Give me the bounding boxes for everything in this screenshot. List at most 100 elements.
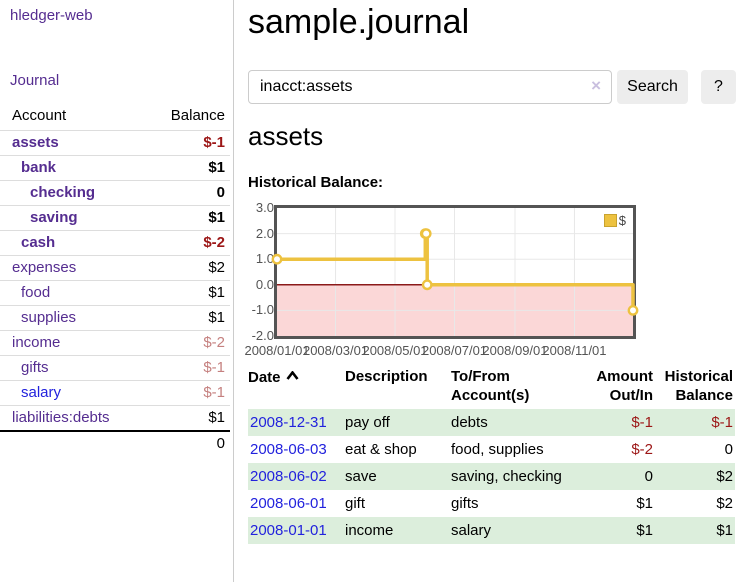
account-row: saving $1 [0, 205, 230, 231]
register-row: 2008-01-01 income salary $1 $1 [248, 517, 735, 544]
account-link-cash[interactable]: cash [21, 234, 56, 251]
transaction-balance: 0 [724, 441, 733, 458]
account-balance: $-1 [141, 355, 230, 381]
x-tick-label: 2008/07/01 [421, 343, 488, 358]
account-row: liabilities:debts $1 [0, 405, 230, 431]
account-link-bank[interactable]: bank [21, 159, 57, 176]
register-header-date-label: Date [248, 369, 281, 386]
transaction-accounts: debts [451, 409, 578, 436]
transaction-date-link[interactable]: 2008-06-02 [250, 468, 327, 485]
transaction-description: pay off [345, 409, 451, 436]
account-link-salary[interactable]: salary [21, 384, 62, 401]
accounts-total-row: 0 [0, 430, 230, 456]
accounts-header-account: Account [12, 107, 67, 124]
accounts-table: Account Balance assets $-1 bank $1 checking 0… [0, 103, 230, 456]
help-button[interactable]: ? [701, 70, 736, 104]
register-table: Date Description To/From Account(s) Amou… [248, 365, 735, 544]
transaction-description: income [345, 517, 451, 544]
account-row: gifts $-1 [0, 355, 230, 381]
y-tick-label: 0.0 [255, 276, 274, 292]
register-row: 2008-06-01 gift gifts $1 $2 [248, 490, 735, 517]
account-link-checking[interactable]: checking [30, 184, 96, 201]
transaction-accounts: saving, checking [451, 463, 578, 490]
register-row: 2008-06-02 save saving, checking 0 $2 [248, 463, 735, 490]
x-tick-label: 2008/01/01 [244, 343, 310, 358]
y-tick-label: -1.0 [251, 302, 274, 318]
account-row: salary $-1 [0, 380, 230, 406]
account-balance: 0 [141, 180, 230, 206]
account-balance: $1 [141, 205, 230, 231]
account-row: income $-2 [0, 330, 230, 356]
chart-y-axis-labels: 3.0 2.0 1.0 0.0 -1.0 -2.0 [248, 200, 274, 350]
app-title-link[interactable]: hledger-web [10, 7, 93, 24]
main-content: sample.journal × Search ? assets Histori… [244, 0, 738, 582]
account-balance: $-2 [141, 330, 230, 356]
accounts-total-spacer [0, 430, 142, 456]
chart-title: Historical Balance: [248, 174, 384, 191]
register-header-amount: Amount Out/In [596, 368, 653, 404]
account-link-saving[interactable]: saving [30, 209, 78, 226]
chart-plot[interactable]: $ [271, 205, 639, 339]
account-link-liabilities-debts[interactable]: liabilities:debts [12, 409, 110, 426]
account-link-gifts[interactable]: gifts [21, 359, 49, 376]
account-row: supplies $1 [0, 305, 230, 331]
account-link-expenses[interactable]: expenses [12, 259, 77, 276]
register-header-description: Description [345, 368, 428, 385]
register-header-row: Date Description To/From Account(s) Amou… [248, 365, 735, 409]
account-row: checking 0 [0, 180, 230, 206]
account-link-income[interactable]: income [12, 334, 61, 351]
transaction-accounts: salary [451, 517, 578, 544]
transaction-date-link[interactable]: 2008-12-31 [250, 414, 327, 431]
account-link-assets[interactable]: assets [12, 134, 59, 151]
sidebar: hledger-web Journal Account Balance asse… [0, 0, 234, 582]
account-row: food $1 [0, 280, 230, 306]
y-tick-label: 2.0 [255, 225, 274, 241]
account-balance: $2 [141, 255, 230, 281]
transaction-balance: $2 [716, 495, 733, 512]
clear-search-icon[interactable]: × [591, 76, 601, 95]
y-tick-label: -2.0 [251, 328, 274, 343]
account-balance: $-1 [141, 380, 230, 406]
account-balance: $1 [141, 405, 230, 431]
account-row: bank $1 [0, 155, 230, 181]
account-balance: $-2 [141, 230, 230, 256]
account-balance: $1 [141, 305, 230, 331]
transaction-date-link[interactable]: 2008-06-01 [250, 495, 327, 512]
chart-plot-svg [271, 208, 639, 336]
x-tick-label: 2008/11/01 [542, 343, 607, 358]
legend-swatch-icon [603, 214, 617, 227]
transaction-description: eat & shop [345, 441, 417, 458]
page-title: sample.journal [248, 3, 470, 41]
search-input[interactable] [248, 70, 612, 104]
transaction-balance: $1 [655, 517, 735, 544]
account-link-food[interactable]: food [21, 284, 51, 301]
account-row: assets $-1 [0, 130, 230, 156]
accounts-total-value: 0 [141, 430, 230, 456]
search-button[interactable]: Search [617, 70, 688, 104]
transaction-date-link[interactable]: 2008-01-01 [250, 522, 327, 539]
transaction-balance: $2 [655, 463, 735, 490]
x-tick-label: 2008/03/01 [302, 343, 369, 358]
chart-legend: $ [601, 212, 628, 229]
transaction-amount: $-2 [631, 441, 653, 458]
transaction-amount: $1 [636, 495, 653, 512]
register-row: 2008-12-31 pay off debts $-1 $-1 [248, 409, 735, 436]
x-tick-label: 2008/05/01 [362, 343, 428, 358]
sidebar-item-journal[interactable]: Journal [10, 72, 60, 89]
y-tick-label: 3.0 [255, 200, 274, 215]
account-balance: $1 [141, 280, 230, 306]
transaction-amount: $1 [578, 517, 655, 544]
register-header-date[interactable]: Date [248, 365, 345, 409]
register-header-accounts: To/From Account(s) [451, 368, 530, 404]
account-link-supplies[interactable]: supplies [21, 309, 77, 326]
register-header-balance: Historical Balance [664, 368, 733, 404]
account-balance: $1 [141, 155, 230, 181]
transaction-balance: $-1 [655, 409, 735, 436]
account-balance: $-1 [141, 130, 230, 156]
account-heading: assets [248, 121, 324, 151]
register-row: 2008-06-03 eat & shop food, supplies $-2 0 [248, 436, 735, 463]
x-tick-label: 2008/09/01 [482, 343, 548, 358]
transaction-accounts: food, supplies [451, 441, 544, 458]
accounts-header-row: Account Balance [0, 103, 230, 131]
transaction-date-link[interactable]: 2008-06-03 [250, 441, 327, 458]
